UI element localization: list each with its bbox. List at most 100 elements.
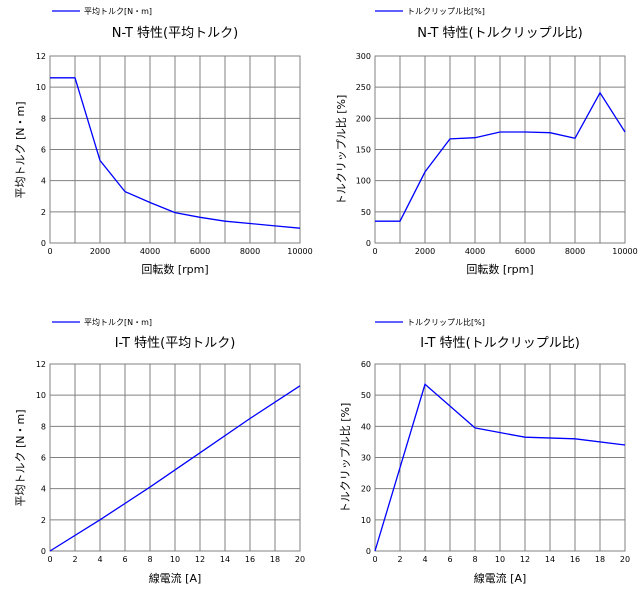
y-tick-label: 10 [36, 391, 46, 400]
x-tick-label: 2000 [415, 247, 435, 256]
x-tick-label: 14 [220, 555, 230, 564]
y-tick-label: 12 [36, 360, 46, 369]
x-tick-label: 8 [472, 555, 477, 564]
x-tick-label: 16 [245, 555, 255, 564]
x-tick-label: 18 [270, 555, 280, 564]
x-tick-label: 4000 [465, 247, 485, 256]
x-tick-label: 4 [422, 555, 427, 564]
x-ticks: 0 2 4 6 8 10 12 14 16 18 20 [47, 555, 305, 564]
y-tick-label: 0 [366, 547, 371, 556]
y-tick-label: 0 [41, 547, 46, 556]
y-tick-label: 40 [361, 422, 371, 431]
x-tick-label: 4000 [140, 247, 160, 256]
grid [375, 364, 625, 551]
x-tick-label: 0 [372, 555, 377, 564]
x-tick-label: 2000 [90, 247, 110, 256]
y-tick-label: 30 [361, 454, 371, 463]
series-line [375, 91, 626, 222]
x-tick-label: 6000 [515, 247, 535, 256]
y-tick-label: 200 [356, 114, 371, 123]
y-tick-label: 6 [41, 146, 46, 155]
x-tick-label: 16 [570, 555, 580, 564]
x-ticks: 0 2 4 6 8 10 12 14 16 18 20 [372, 555, 630, 564]
grid [375, 56, 625, 243]
x-tick-label: 20 [295, 555, 305, 564]
y-axis-label: トルクリップル比 [%] [339, 403, 352, 514]
legend-label: トルクリップル比[%] [407, 317, 485, 327]
x-tick-label: 10 [170, 555, 180, 564]
x-axis-label: 回転数 [rpm] [466, 263, 533, 276]
y-ticks: 0 2 4 6 8 10 12 [36, 360, 46, 556]
panel-it-torque: 平均トルク[N・m] I-T 特性(平均トルク) 線電流 [A] 平均トルク [… [14, 317, 305, 585]
y-ticks: 0 10 20 30 40 50 60 [361, 360, 371, 556]
y-tick-label: 60 [361, 360, 371, 369]
x-axis-label: 線電流 [A] [474, 571, 527, 585]
legend-label: 平均トルク[N・m] [84, 317, 152, 327]
x-ticks: 0 2000 4000 6000 8000 10000 [372, 247, 637, 256]
y-tick-label: 12 [36, 52, 46, 61]
y-tick-label: 50 [361, 391, 371, 400]
y-tick-label: 100 [356, 177, 371, 186]
x-tick-label: 8000 [240, 247, 260, 256]
x-tick-label: 10 [495, 555, 505, 564]
x-tick-label: 14 [545, 555, 555, 564]
x-tick-label: 8 [147, 555, 152, 564]
chart-title: I-T 特性(トルクリップル比) [420, 336, 580, 351]
x-tick-label: 0 [47, 555, 52, 564]
x-tick-label: 12 [195, 555, 205, 564]
series-line [50, 77, 301, 229]
x-tick-label: 10000 [612, 247, 637, 256]
plot-frame [49, 55, 301, 244]
y-axis-label: 平均トルク [N・m] [14, 409, 27, 506]
x-tick-label: 18 [595, 555, 605, 564]
y-tick-label: 50 [361, 208, 371, 217]
y-tick-label: 150 [356, 146, 371, 155]
plot-frame [374, 55, 626, 244]
chart-title: N-T 特性(トルクリップル比) [417, 26, 582, 41]
y-ticks: 0 50 100 150 200 250 300 [356, 52, 371, 248]
chart-title: I-T 特性(平均トルク) [115, 336, 236, 351]
y-ticks: 0 2 4 6 8 10 12 [36, 52, 46, 248]
y-tick-label: 2 [41, 208, 46, 217]
y-tick-label: 8 [41, 422, 46, 431]
y-tick-label: 20 [361, 485, 371, 494]
x-tick-label: 6000 [190, 247, 210, 256]
y-tick-label: 300 [356, 52, 371, 61]
y-tick-label: 8 [41, 114, 46, 123]
x-tick-label: 2 [72, 555, 77, 564]
chart-title: N-T 特性(平均トルク) [112, 26, 238, 41]
x-tick-label: 0 [47, 247, 52, 256]
x-tick-label: 2 [397, 555, 402, 564]
y-tick-label: 6 [41, 454, 46, 463]
x-axis-label: 線電流 [A] [149, 571, 202, 585]
x-tick-label: 4 [97, 555, 102, 564]
x-tick-label: 0 [372, 247, 377, 256]
x-tick-label: 12 [520, 555, 530, 564]
legend-label: 平均トルク[N・m] [84, 6, 152, 16]
y-axis-label: 平均トルク [N・m] [14, 101, 27, 198]
y-tick-label: 10 [36, 83, 46, 92]
x-ticks: 0 2000 4000 6000 8000 10000 [47, 247, 312, 256]
x-tick-label: 20 [620, 555, 630, 564]
x-tick-label: 6 [447, 555, 452, 564]
y-tick-label: 0 [41, 239, 46, 248]
panel-nt-ripple: トルクリップル比[%] N-T 特性(トルクリップル比) 回転数 [rpm] ト… [335, 6, 638, 276]
x-tick-label: 8000 [565, 247, 585, 256]
x-tick-label: 10000 [287, 247, 312, 256]
x-tick-label: 6 [122, 555, 127, 564]
series-line [49, 385, 301, 552]
y-axis-label: トルクリップル比 [%] [335, 95, 348, 206]
y-tick-label: 4 [41, 177, 46, 186]
panel-it-ripple: トルクリップル比[%] I-T 特性(トルクリップル比) 線電流 [A] トルク… [339, 317, 630, 585]
legend-label: トルクリップル比[%] [407, 6, 485, 16]
y-tick-label: 2 [41, 516, 46, 525]
plot-frame [49, 363, 301, 552]
y-tick-label: 10 [361, 516, 371, 525]
y-tick-label: 250 [356, 83, 371, 92]
series-line [374, 383, 626, 552]
panel-nt-torque: 平均トルク[N・m] N-T 特性(平均トルク) 回転数 [rpm] 平均トルク… [14, 6, 313, 276]
y-tick-label: 4 [41, 485, 46, 494]
y-tick-label: 0 [366, 239, 371, 248]
grid [50, 364, 300, 551]
